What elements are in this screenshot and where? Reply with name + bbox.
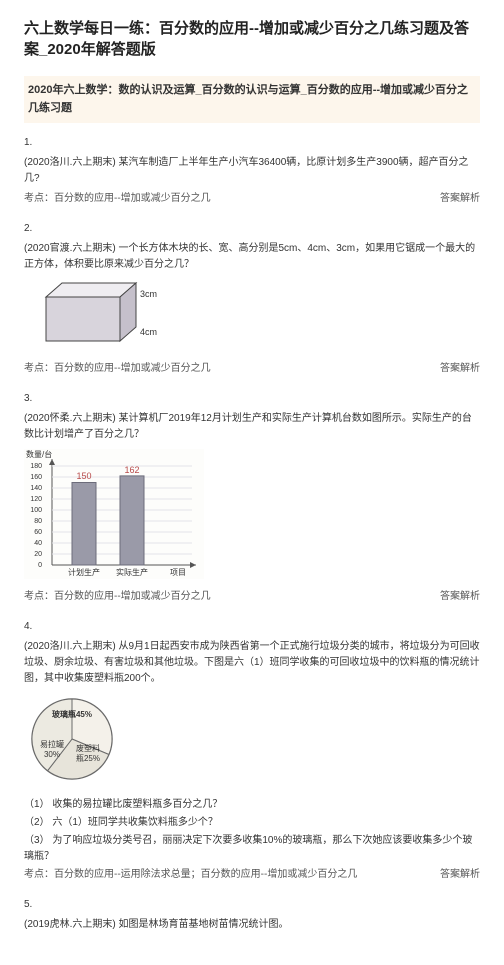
problem-1: 1. (2020洛川.六上期末) 某汽车制造厂上半年生产小汽车36400辆，比原…: [24, 135, 480, 207]
topic-row: 考点：百分数的应用--增加或减少百分之几 答案解析: [24, 361, 480, 377]
section-subtitle: 2020年六上数学：数的认识及运算_百分数的认识与运算_百分数的应用--增加或减…: [24, 76, 480, 123]
topic-label: 考点：百分数的应用--增加或减少百分之几: [24, 591, 211, 602]
svg-text:40: 40: [34, 540, 42, 547]
bar-label-1: 150: [76, 471, 91, 481]
svg-text:80: 80: [34, 518, 42, 525]
topic-label: 考点：百分数的应用--运用除法求总量；百分数的应用--增加或减少百分之几: [24, 869, 357, 880]
topic-prefix: 考点：: [24, 363, 54, 374]
problem-3: 3. (2020怀柔.六上期末) 某计算机厂2019年12月计划生产和实际生产计…: [24, 391, 480, 605]
problem-number: 3.: [24, 391, 480, 407]
y-axis-label: 数量/台: [26, 449, 52, 459]
svg-text:0: 0: [38, 562, 42, 569]
answer-link[interactable]: 答案解析: [440, 867, 480, 883]
topic-text: 百分数的应用--运用除法求总量；百分数的应用--增加或减少百分之几: [54, 869, 357, 880]
svg-text:120: 120: [30, 496, 42, 503]
topic-prefix: 考点：: [24, 591, 54, 602]
sub-question-3: （3） 为了响应垃圾分类号召，丽丽决定下次要多收集10%的玻璃瓶，那么下次她应该…: [24, 833, 480, 865]
problem-text: (2020怀柔.六上期末) 某计算机厂2019年12月计划生产和实际生产计算机台…: [24, 411, 480, 443]
bar-label-2: 162: [124, 465, 139, 475]
dim-3cm: 3cm: [140, 289, 157, 299]
topic-text: 百分数的应用--增加或减少百分之几: [54, 193, 211, 204]
problem-number: 1.: [24, 135, 480, 151]
answer-link[interactable]: 答案解析: [440, 191, 480, 207]
problem-5: 5. (2019虎林.六上期末) 如图是林场育苗基地树苗情况统计图。: [24, 897, 480, 933]
topic-row: 考点：百分数的应用--增加或减少百分之几 答案解析: [24, 191, 480, 207]
cuboid-figure: 3cm 4cm: [32, 279, 480, 357]
problem-number: 2.: [24, 221, 480, 237]
problem-text: (2020洛川.六上期末) 从9月1日起西安市成为陕西省第一个正式施行垃圾分类的…: [24, 639, 480, 687]
svg-text:180: 180: [30, 463, 42, 470]
dim-4cm: 4cm: [140, 327, 157, 337]
problem-2: 2. (2020官渡.六上期末) 一个长方体木块的长、宽、高分别是5cm、4cm…: [24, 221, 480, 377]
topic-text: 百分数的应用--增加或减少百分之几: [54, 591, 211, 602]
problem-4: 4. (2020洛川.六上期末) 从9月1日起西安市成为陕西省第一个正式施行垃圾…: [24, 619, 480, 883]
sub-question-2: （2） 六（1）班同学共收集饮料瓶多少个？: [24, 815, 480, 831]
pie-chart: 玻璃瓶45% 易拉罐 30% 废塑料 瓶25%: [28, 695, 480, 789]
svg-text:60: 60: [34, 529, 42, 536]
problem-text: (2020官渡.六上期末) 一个长方体木块的长、宽、高分别是5cm、4cm、3c…: [24, 241, 480, 273]
x-cat-3: 项目: [170, 568, 186, 577]
problem-text: (2019虎林.六上期末) 如图是林场育苗基地树苗情况统计图。: [24, 917, 480, 933]
x-cat-2: 实际生产: [116, 567, 148, 577]
topic-row: 考点：百分数的应用--运用除法求总量；百分数的应用--增加或减少百分之几 答案解…: [24, 867, 480, 883]
svg-text:140: 140: [30, 485, 42, 492]
pie-label-can-2: 30%: [44, 750, 60, 759]
page-title: 六上数学每日一练：百分数的应用--增加或减少百分之几练习题及答案_2020年解答…: [24, 18, 480, 60]
answer-link[interactable]: 答案解析: [440, 589, 480, 605]
topic-prefix: 考点：: [24, 869, 54, 880]
problem-number: 4.: [24, 619, 480, 635]
topic-label: 考点：百分数的应用--增加或减少百分之几: [24, 363, 211, 374]
pie-label-can-1: 易拉罐: [40, 739, 64, 749]
bar-chart: 数量/台 0 20 40 60 80 100 120 140 160 180: [24, 449, 480, 585]
topic-prefix: 考点：: [24, 193, 54, 204]
svg-text:160: 160: [30, 474, 42, 481]
topic-label: 考点：百分数的应用--增加或减少百分之几: [24, 193, 211, 204]
topic-row: 考点：百分数的应用--增加或减少百分之几 答案解析: [24, 589, 480, 605]
svg-text:100: 100: [30, 507, 42, 514]
topic-text: 百分数的应用--增加或减少百分之几: [54, 363, 211, 374]
pie-label-plastic-1: 废塑料: [76, 743, 100, 753]
sub-question-1: （1） 收集的易拉罐比废塑料瓶多百分之几？: [24, 797, 480, 813]
problem-text: (2020洛川.六上期末) 某汽车制造厂上半年生产小汽车36400辆，比原计划多…: [24, 155, 480, 187]
problem-number: 5.: [24, 897, 480, 913]
pie-label-plastic-2: 瓶25%: [76, 753, 100, 763]
x-cat-1: 计划生产: [68, 567, 100, 577]
pie-label-glass: 玻璃瓶45%: [52, 709, 92, 719]
answer-link[interactable]: 答案解析: [440, 361, 480, 377]
svg-text:20: 20: [34, 551, 42, 558]
